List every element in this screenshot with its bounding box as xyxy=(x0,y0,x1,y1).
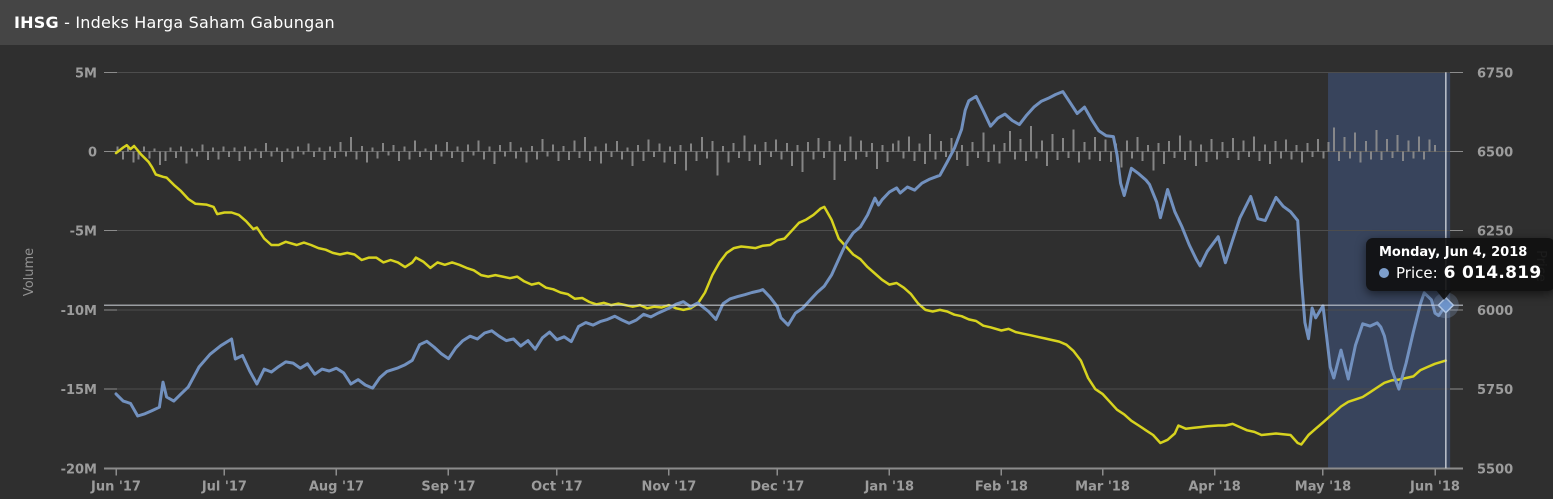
tooltip-price-label: Price: xyxy=(1396,264,1438,282)
volume-axis-label: 5M xyxy=(75,66,97,81)
volume-axis-label: -10M xyxy=(61,304,97,319)
price-axis-label: 6000 xyxy=(1477,304,1513,319)
tooltip-price-row: Price: 6 014.819 xyxy=(1379,263,1542,283)
x-axis-label: Jun '17 xyxy=(90,479,141,494)
x-axis-label: Sep '17 xyxy=(421,479,475,494)
volume-bars-series[interactable] xyxy=(116,126,1436,180)
chart-tooltip: Monday, Jun 4, 2018 Price: 6 014.819 xyxy=(1366,238,1553,300)
price-axis-label: 6500 xyxy=(1477,146,1513,161)
price-marker[interactable] xyxy=(1437,296,1455,314)
volume-axis-label: -20M xyxy=(61,462,97,477)
x-axis-label: Apr '18 xyxy=(1188,479,1240,494)
x-axis-label: Feb '18 xyxy=(975,479,1028,494)
tooltip-date: Monday, Jun 4, 2018 xyxy=(1379,245,1528,260)
x-axis-label: Jun '18 xyxy=(1409,479,1460,494)
volume-axis-label: 0 xyxy=(88,146,97,161)
volume-axis-label: -5M xyxy=(70,225,97,240)
volume-axis-label: -15M xyxy=(61,383,97,398)
volume-line-series[interactable] xyxy=(114,143,1448,446)
x-axis-label: Jan '18 xyxy=(864,479,914,494)
y-axis-labels: 5M 0 -5M -10M -15M -20M 6750 6500 6250 6000 5750 55… xyxy=(22,66,1548,477)
x-axis-label: Aug '17 xyxy=(309,479,364,494)
gridlines xyxy=(104,71,1463,469)
x-axis-label: Jul '17 xyxy=(201,479,247,494)
price-axis-label: 5750 xyxy=(1477,383,1513,398)
title-separator: - xyxy=(58,13,76,32)
x-axis-label: Nov '17 xyxy=(641,479,696,494)
price-series-bullet-icon xyxy=(1379,268,1389,278)
page-title: Indeks Harga Saham Gabungan xyxy=(75,13,335,32)
price-axis-label: 6250 xyxy=(1477,225,1513,240)
x-axis-label: Oct '17 xyxy=(531,479,583,494)
price-axis-label: 5500 xyxy=(1477,462,1513,477)
chart-title-bar: IHSG - Indeks Harga Saham Gabungan xyxy=(0,0,1553,45)
price-line-series[interactable] xyxy=(114,90,1448,418)
x-axis-label: Dec '17 xyxy=(750,479,804,494)
tooltip-price-value: 6 014.819 xyxy=(1443,263,1542,283)
x-axis: Jun '17 Jul '17 Aug '17 Sep '17 Oct '17 Nov '… xyxy=(90,467,1463,494)
instrument-symbol: IHSG xyxy=(14,13,59,32)
x-axis-label: May '18 xyxy=(1295,479,1351,494)
x-axis-label: Mar '18 xyxy=(1075,479,1130,494)
volume-axis-title: Volume xyxy=(22,248,37,296)
price-axis-label: 6750 xyxy=(1477,66,1513,81)
